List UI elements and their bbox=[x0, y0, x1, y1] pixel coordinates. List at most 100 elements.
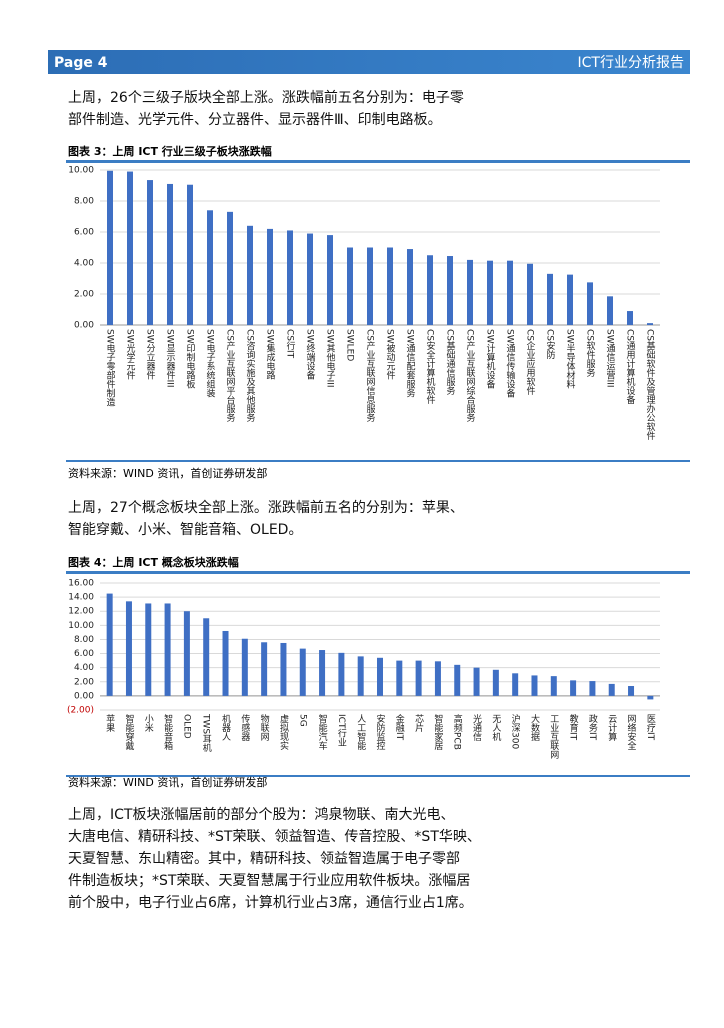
y-tick-label: 10.00 bbox=[68, 166, 94, 176]
y-tick-label: (2.00) bbox=[67, 706, 94, 716]
bar bbox=[227, 211, 233, 325]
y-tick-label: 14.00 bbox=[68, 593, 94, 603]
x-tick-label: CS企业应用软件 bbox=[525, 329, 536, 396]
chart-source: 资料来源：WIND 资讯，首创证券研发部 bbox=[68, 775, 267, 789]
bar bbox=[338, 652, 345, 696]
x-tick-label: CS软件服务 bbox=[585, 329, 596, 378]
bar bbox=[531, 675, 538, 696]
bar bbox=[267, 228, 273, 325]
x-tick-label: CS基础通信服务 bbox=[445, 329, 456, 396]
source-rule bbox=[66, 775, 690, 777]
x-tick-label: CS通用计算机设备 bbox=[625, 329, 636, 404]
bar bbox=[319, 650, 326, 696]
bar bbox=[280, 642, 287, 696]
bar bbox=[447, 256, 453, 325]
x-tick-label: 机器人 bbox=[220, 713, 231, 741]
x-tick-label: 金融IT bbox=[394, 713, 405, 741]
bar bbox=[550, 676, 557, 696]
bar bbox=[627, 311, 633, 325]
y-tick-label: 6.00 bbox=[74, 649, 94, 659]
bar bbox=[127, 171, 133, 325]
paragraph-line: 大唐电信、精研科技、*ST荣联、领益智造、传音控股、*ST华映、 bbox=[68, 828, 481, 845]
bar bbox=[347, 247, 353, 325]
y-tick-label: 0.00 bbox=[74, 321, 94, 331]
bar bbox=[570, 680, 577, 696]
x-tick-label: 大数据 bbox=[529, 713, 540, 742]
y-tick-label: 8.00 bbox=[74, 635, 94, 645]
x-tick-label: SW通信配套服务 bbox=[405, 329, 416, 399]
x-tick-label: 无人机 bbox=[490, 714, 501, 742]
x-tick-label: 沪深300 bbox=[510, 713, 521, 750]
x-tick-label: CS产业互联网综合服务 bbox=[465, 329, 476, 423]
bar bbox=[327, 235, 333, 325]
x-tick-label: SW通信传输设备 bbox=[505, 329, 516, 398]
page-number: Page 4 bbox=[54, 55, 108, 71]
x-tick-label: SW半导体材料 bbox=[565, 329, 576, 390]
paragraph-line: 件制造板块；*ST荣联、天夏智慧属于行业应用软件板块。涨幅居 bbox=[68, 872, 470, 889]
bar bbox=[307, 233, 313, 325]
x-tick-label: 苹果 bbox=[104, 713, 115, 733]
x-tick-label: CS安防 bbox=[545, 329, 556, 360]
y-tick-label: 4.00 bbox=[74, 663, 94, 673]
bar bbox=[608, 683, 615, 696]
x-tick-label: SW被动元件 bbox=[385, 329, 396, 381]
x-tick-label: SW集成电路 bbox=[265, 329, 276, 381]
paragraph-line: 前个股中，电子行业占6席，计算机行业占3席，通信行业占1席。 bbox=[68, 894, 473, 911]
bar bbox=[164, 603, 171, 696]
bar bbox=[287, 230, 293, 325]
bar bbox=[567, 274, 573, 325]
x-tick-label: 人工智能 bbox=[355, 714, 366, 751]
x-tick-label: 云计算 bbox=[606, 714, 617, 742]
x-tick-label: CS安全计算机软件 bbox=[425, 329, 436, 405]
x-tick-label: 光通信 bbox=[471, 713, 482, 742]
x-tick-label: SW分立器件 bbox=[145, 329, 156, 381]
bar bbox=[587, 282, 593, 325]
bar bbox=[434, 661, 441, 696]
paragraph-line: 上周，26个三级子版块全部上涨。涨跌幅前五名分别为：电子零 bbox=[68, 89, 464, 106]
x-tick-label: 网络安全 bbox=[626, 714, 637, 750]
bar bbox=[125, 601, 132, 696]
x-tick-label: SW通信运营III bbox=[605, 329, 616, 388]
bar bbox=[427, 255, 433, 325]
x-tick-label: 医疗IT bbox=[645, 714, 656, 741]
x-tick-label: 智能汽车 bbox=[317, 713, 328, 751]
bar bbox=[145, 603, 152, 696]
y-tick-label: 6.00 bbox=[74, 228, 94, 238]
bar bbox=[299, 648, 306, 696]
title-rule bbox=[66, 571, 690, 574]
bar bbox=[167, 183, 173, 325]
paragraph-line: 智能穿戴、小米、智能音箱、OLED。 bbox=[68, 521, 302, 538]
title-rule bbox=[66, 160, 690, 163]
x-tick-label: CS产业互联网平台服务 bbox=[225, 329, 236, 423]
bar bbox=[647, 695, 654, 700]
x-tick-label: 虚拟现实 bbox=[278, 713, 289, 751]
bar bbox=[377, 657, 383, 696]
x-tick-label: 小米 bbox=[143, 714, 154, 733]
bar bbox=[487, 260, 493, 325]
source-rule bbox=[66, 460, 690, 462]
x-tick-label: ICT行业 bbox=[336, 714, 347, 746]
paragraph-line: 上周，ICT板块涨幅居前的部分个股为：鸿泉物联、南大光电、 bbox=[68, 806, 454, 823]
x-tick-label: CS产业互联网信息服务 bbox=[365, 329, 376, 423]
y-tick-label: 2.00 bbox=[74, 677, 94, 687]
x-tick-label: SWLED bbox=[345, 329, 355, 361]
x-tick-label: SW印制电路板 bbox=[185, 329, 196, 390]
bar bbox=[367, 247, 373, 325]
bar bbox=[527, 263, 533, 325]
header-bar bbox=[48, 50, 690, 74]
x-tick-label: SW电子系统组装 bbox=[205, 329, 216, 399]
x-tick-label: 芯片 bbox=[413, 713, 424, 733]
y-tick-label: 2.00 bbox=[74, 290, 94, 300]
x-tick-label: SW电子零部件制造 bbox=[105, 329, 116, 408]
bar bbox=[106, 593, 113, 696]
bar bbox=[357, 656, 364, 696]
bar bbox=[147, 180, 153, 325]
x-tick-label: 智能穿戴 bbox=[123, 713, 134, 751]
y-tick-label: 8.00 bbox=[74, 197, 94, 207]
bar bbox=[589, 681, 596, 696]
bar bbox=[628, 686, 635, 696]
x-tick-label: 安防监控 bbox=[375, 713, 386, 751]
x-tick-label: 5G bbox=[297, 714, 307, 727]
x-tick-label: OLED bbox=[181, 714, 191, 739]
